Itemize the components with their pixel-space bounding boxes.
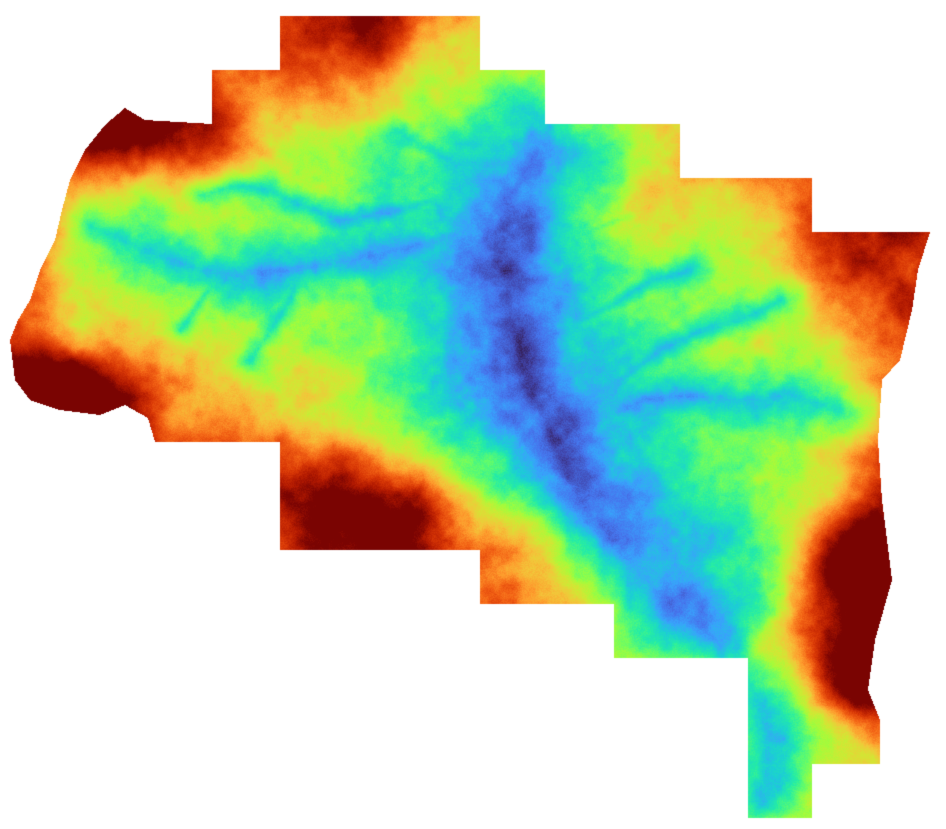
elevation-map — [0, 0, 946, 829]
